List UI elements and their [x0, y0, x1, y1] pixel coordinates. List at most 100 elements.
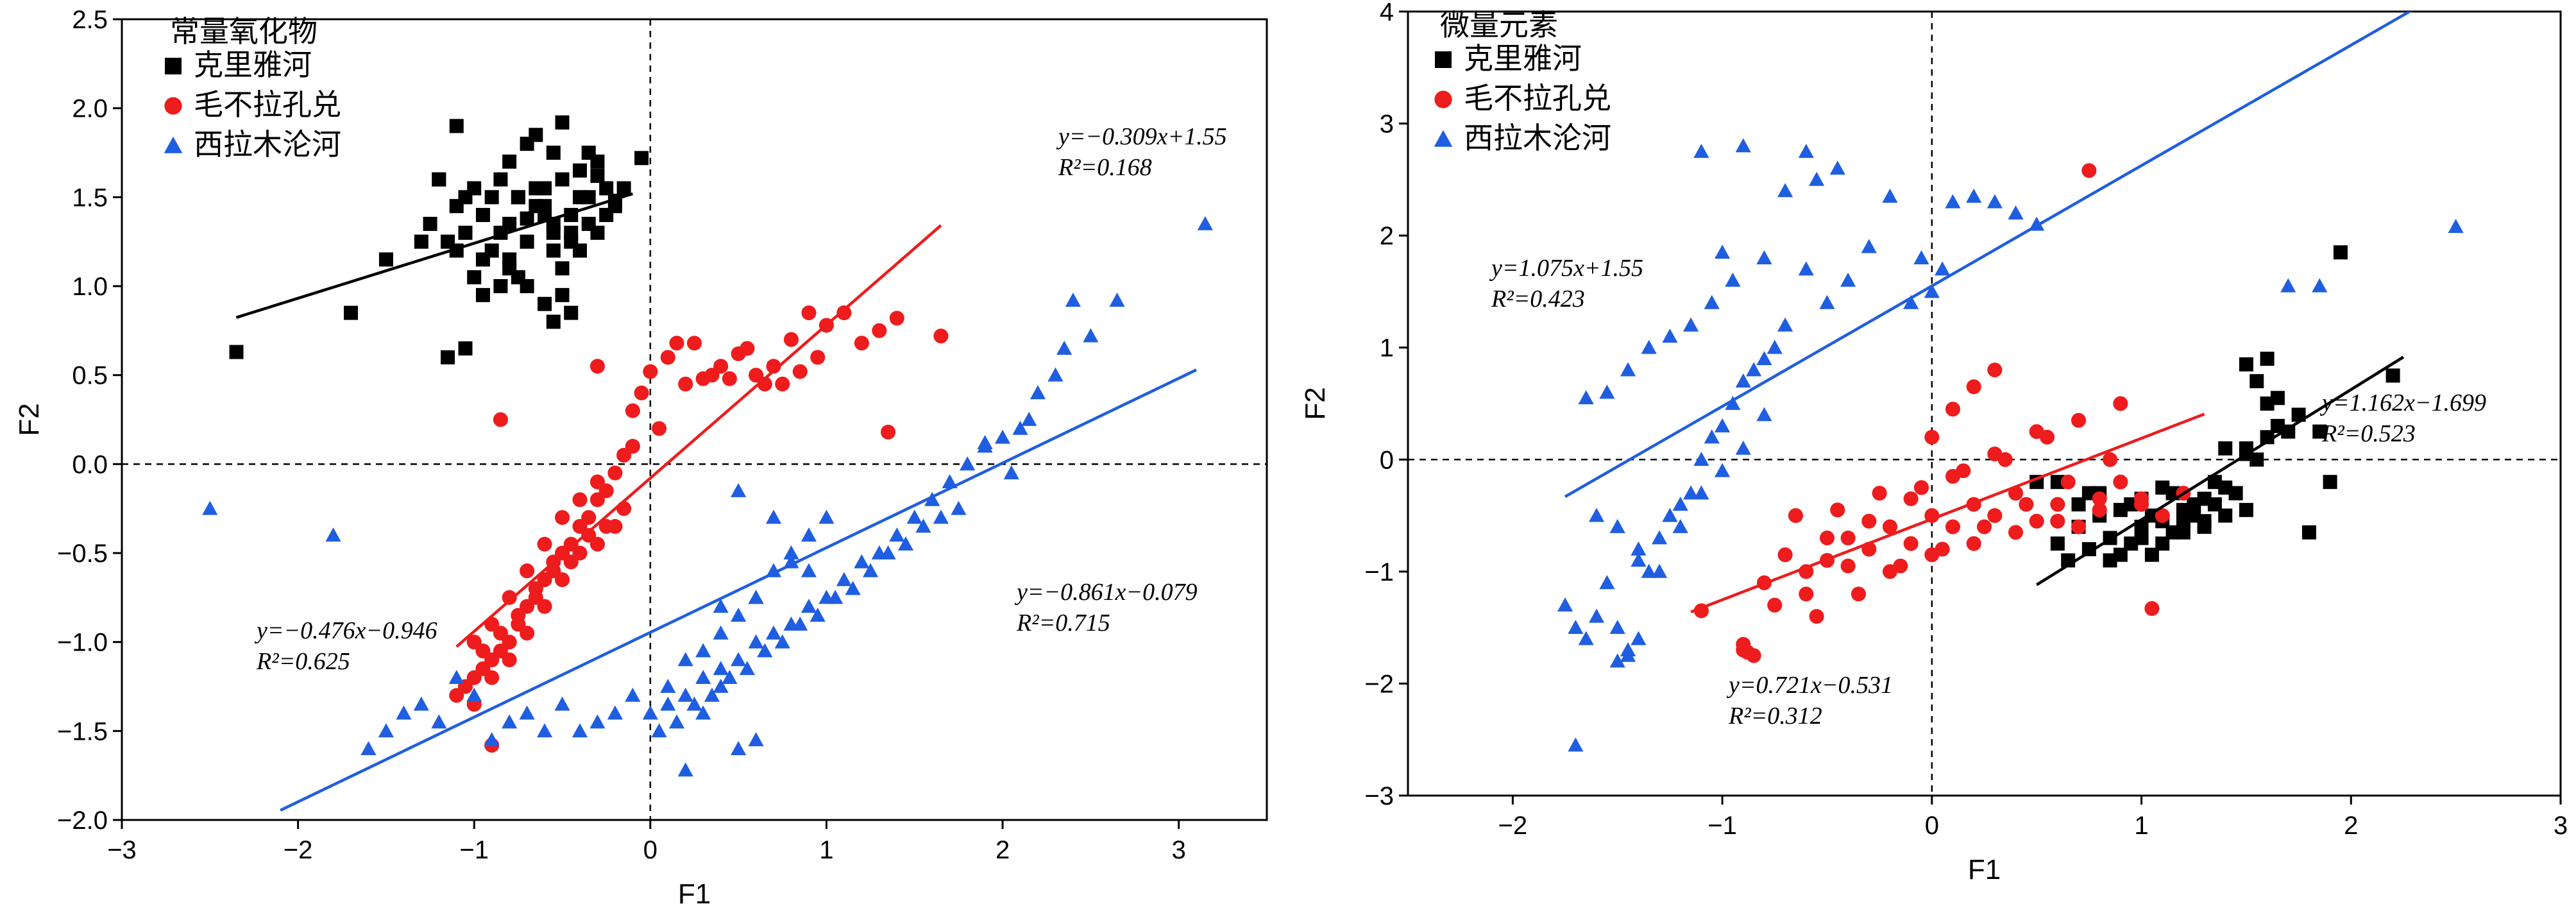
data-point	[581, 216, 596, 231]
data-point	[1819, 530, 1835, 546]
data-point	[2081, 542, 2096, 556]
data-point	[1588, 608, 1605, 623]
fit-r-squared: R²=0.715	[1016, 610, 1110, 636]
data-point	[1966, 379, 1981, 395]
data-point	[889, 311, 904, 326]
y-tick-label: 4	[1380, 0, 1394, 26]
data-point	[1021, 411, 1037, 426]
series-3	[202, 216, 1213, 777]
y-tick-label: 2.5	[72, 6, 108, 34]
y-tick-label: −1	[1364, 558, 1394, 586]
data-point	[1599, 384, 1615, 399]
data-point	[1829, 160, 1845, 175]
data-point	[1935, 542, 1950, 557]
data-point	[2270, 391, 2285, 405]
data-point	[1893, 558, 1908, 574]
legend-marker	[1435, 51, 1452, 68]
data-point	[765, 625, 782, 640]
plot-frame	[121, 18, 1268, 821]
data-point	[660, 696, 676, 711]
y-tick-label: 1.5	[72, 183, 108, 212]
chart-panel-2: −2 −1 0 1 2 3 4 3 2 1 0 −1 −2 −3 F1 F2 y=1.075x+1.55 R²=0…	[1300, 0, 2568, 885]
x-tick-label: 1	[2134, 812, 2148, 840]
data-point	[677, 652, 693, 667]
data-point	[651, 723, 667, 738]
data-point	[2050, 497, 2065, 512]
data-point	[704, 368, 720, 383]
data-point	[1924, 429, 1940, 445]
data-point	[502, 261, 517, 276]
y-axis-title: F2	[13, 403, 45, 436]
data-point	[2155, 508, 2170, 524]
data-point	[801, 599, 817, 613]
data-point	[1056, 340, 1072, 355]
data-point	[1987, 508, 2003, 524]
x-tick-label: 1	[819, 836, 833, 864]
data-point	[660, 350, 675, 365]
data-point	[774, 634, 790, 649]
fit-equation: y=−0.309x+1.55	[1056, 123, 1227, 150]
data-point	[1588, 508, 1605, 522]
data-point	[511, 190, 525, 205]
data-point	[994, 429, 1011, 444]
data-point	[1935, 261, 1951, 276]
data-point	[396, 705, 412, 720]
data-point	[590, 154, 605, 169]
data-point	[2060, 474, 2076, 490]
data-point	[2029, 424, 2044, 439]
data-point	[1913, 480, 1929, 495]
data-point	[2312, 424, 2327, 439]
data-point	[475, 208, 490, 223]
data-point	[448, 670, 464, 685]
data-point	[1735, 138, 1751, 153]
data-point	[520, 211, 534, 226]
data-point	[1851, 586, 1867, 602]
data-point	[1047, 367, 1063, 382]
data-point	[977, 434, 993, 449]
plot-frame	[1407, 10, 2562, 797]
data-point	[449, 119, 464, 133]
data-point	[537, 599, 552, 614]
legend-marker	[1434, 130, 1453, 147]
data-point	[1924, 284, 1940, 298]
data-point	[2081, 163, 2097, 178]
data-point	[2092, 491, 2107, 506]
data-point	[1693, 452, 1709, 466]
fit-equation: y=0.721x−0.531	[1726, 672, 1893, 699]
data-point	[520, 137, 534, 151]
y-tick-label: −2.0	[57, 806, 108, 835]
data-point	[502, 652, 517, 667]
data-point	[1799, 586, 1814, 602]
data-point	[1672, 497, 1688, 511]
data-point	[555, 261, 570, 276]
data-point	[475, 287, 490, 302]
data-point	[1788, 508, 1803, 524]
data-point	[2050, 513, 2065, 529]
data-point	[783, 332, 799, 347]
data-point	[1631, 541, 1647, 556]
fit-equation: y=−0.476x−0.946	[254, 617, 437, 644]
data-point	[449, 688, 464, 703]
data-point	[493, 412, 508, 427]
data-point	[589, 474, 606, 490]
data-point	[643, 364, 658, 379]
fit-line	[1564, 12, 2412, 499]
data-point	[2239, 502, 2253, 517]
data-point	[836, 305, 852, 321]
data-point	[695, 705, 711, 720]
data-point	[1065, 293, 1081, 307]
fit-r-squared: R²=0.423	[1491, 286, 1585, 312]
data-point	[466, 687, 482, 702]
data-point	[1631, 631, 1647, 645]
legend-label: 毛不拉孔兑	[1464, 82, 1611, 115]
y-axis-title: F2	[1300, 387, 1331, 420]
data-point	[2155, 536, 2170, 551]
data-point	[529, 181, 543, 196]
x-tick-label: −3	[107, 836, 137, 864]
data-point	[1197, 216, 1213, 230]
data-point	[1578, 390, 1594, 405]
data-point	[713, 678, 729, 693]
